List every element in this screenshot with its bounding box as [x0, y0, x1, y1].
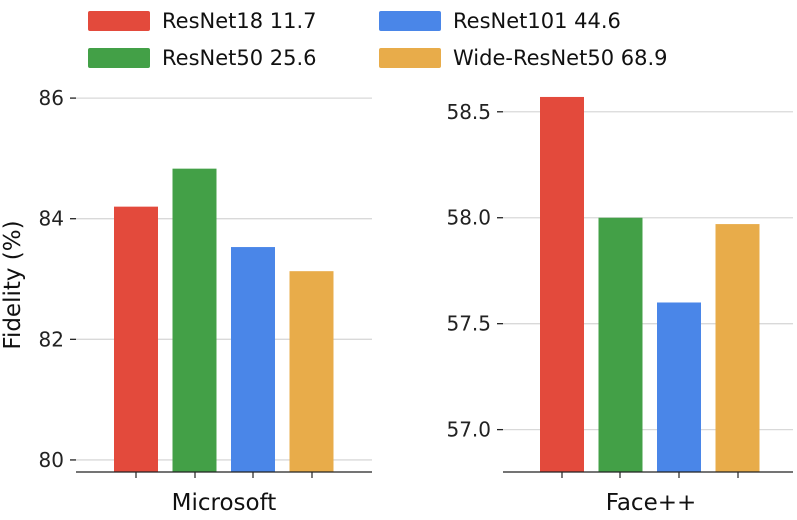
bar-microsoft-resnet50: [172, 168, 217, 472]
legend-entry-resnet18: ResNet18 11.7: [88, 9, 317, 33]
y-tick-label: 82: [39, 327, 64, 351]
legend-entry-resnet50: ResNet50 25.6: [88, 46, 317, 70]
y-tick-label: 84: [39, 207, 64, 231]
bar-microsoft-resnet18: [114, 206, 158, 472]
y-tick-label: 80: [39, 448, 64, 472]
y-tick-label: 57.5: [446, 312, 491, 336]
x-axis-label-microsoft: Microsoft: [172, 490, 277, 516]
legend-entry-wide-resnet50: Wide-ResNet50 68.9: [379, 46, 668, 70]
y-tick-label: 58.5: [446, 100, 491, 124]
legend-swatch-wide-resnet50: [379, 48, 441, 68]
bar-microsoft-wide-resnet50: [289, 271, 334, 472]
y-axis-label: Fidelity (%): [0, 220, 26, 349]
y-tick-label: 58.0: [446, 206, 491, 230]
bar-faceplusplus-resnet18: [540, 96, 584, 472]
legend-entry-resnet101: ResNet101 44.6: [379, 9, 621, 33]
legend-label-resnet50: ResNet50 25.6: [162, 46, 317, 70]
legend-swatch-resnet18: [88, 11, 150, 31]
legend-label-resnet101: ResNet101 44.6: [453, 9, 621, 33]
legend-swatch-resnet101: [379, 11, 441, 31]
legend-swatch-resnet50: [88, 48, 150, 68]
panel-microsoft: 80 82 84 86 Microsoft: [39, 86, 372, 516]
legend: ResNet18 11.7 ResNet50 25.6 ResNet101 44…: [88, 9, 668, 70]
y-tick-label: 86: [39, 86, 64, 110]
legend-label-resnet18: ResNet18 11.7: [162, 9, 317, 33]
bar-microsoft-resnet101: [231, 247, 275, 472]
panel-faceplusplus: 57.0 57.5 58.0 58.5 Face++: [446, 96, 793, 516]
x-axis-label-faceplusplus: Face++: [606, 490, 697, 516]
bar-faceplusplus-resnet50: [598, 217, 643, 472]
legend-label-wide-resnet50: Wide-ResNet50 68.9: [453, 46, 668, 70]
bar-faceplusplus-resnet101: [657, 302, 701, 472]
bar-faceplusplus-wide-resnet50: [715, 224, 760, 472]
y-tick-label: 57.0: [446, 418, 491, 442]
